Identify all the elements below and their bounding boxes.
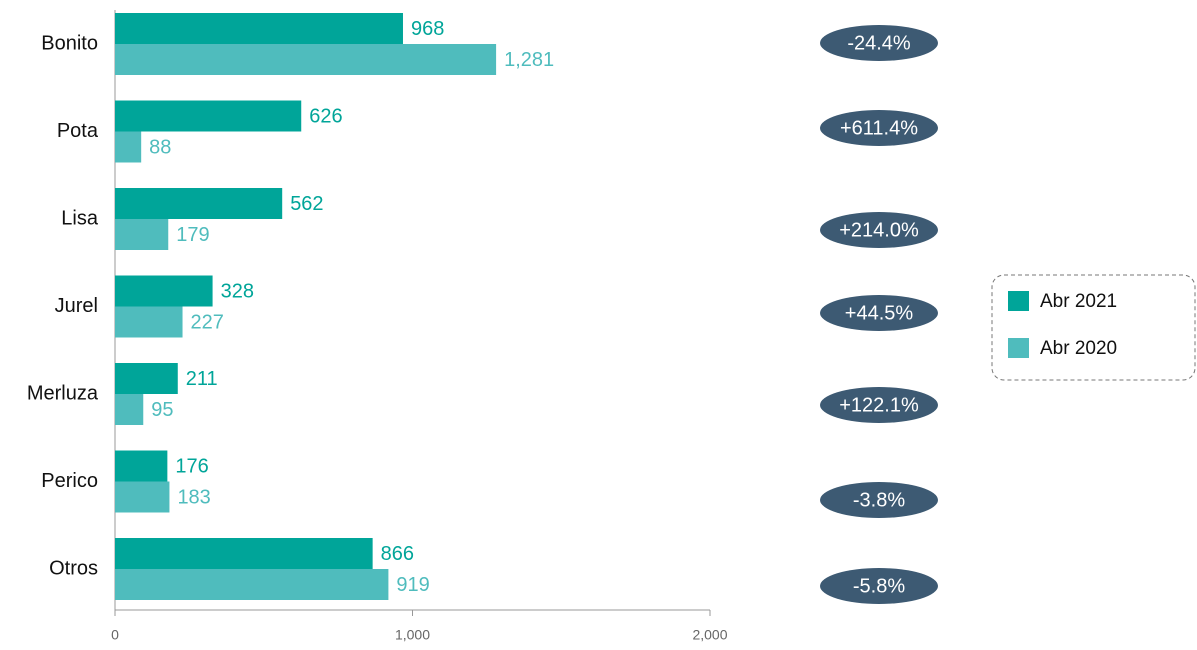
value-label: 866	[381, 543, 414, 565]
change-label: +44.5%	[845, 302, 914, 324]
category-label: Merluza	[27, 382, 99, 404]
x-tick-label: 2,000	[692, 627, 727, 643]
value-label: 968	[411, 18, 444, 40]
value-label: 919	[396, 574, 429, 596]
value-label: 1,281	[504, 49, 554, 71]
change-label: -5.8%	[853, 575, 905, 597]
change-badge	[820, 295, 938, 331]
value-label: 562	[290, 193, 323, 215]
value-label: 179	[176, 224, 209, 246]
x-tick-label: 1,000	[395, 627, 430, 643]
change-label: -3.8%	[853, 489, 905, 511]
bar	[115, 394, 144, 425]
bar	[115, 569, 389, 600]
bar	[115, 131, 142, 163]
category-label: Jurel	[55, 295, 98, 317]
legend-swatch	[1008, 338, 1029, 358]
category-label: Lisa	[61, 207, 99, 229]
change-label: +611.4%	[840, 117, 918, 139]
value-label: 211	[186, 368, 218, 390]
legend-label: Abr 2020	[1040, 338, 1117, 359]
bar	[115, 363, 178, 394]
value-label: 227	[191, 311, 224, 333]
value-label: 88	[149, 136, 171, 158]
change-badge	[820, 568, 938, 604]
change-badge	[820, 387, 938, 423]
value-label: 626	[309, 105, 342, 127]
bar	[115, 275, 213, 307]
category-label: Otros	[49, 557, 98, 579]
bar	[115, 481, 170, 513]
category-label: Perico	[41, 470, 98, 492]
bar	[115, 450, 168, 482]
value-label: 176	[175, 455, 208, 477]
value-label: 183	[177, 486, 210, 508]
bar	[115, 538, 373, 569]
change-badge	[820, 482, 938, 518]
value-label: 95	[151, 399, 173, 421]
legend-box	[991, 274, 1196, 381]
bar	[115, 306, 183, 338]
legend-swatch	[1008, 291, 1029, 311]
change-label: -24.4%	[847, 32, 911, 54]
x-tick-label: 0	[111, 627, 119, 643]
category-label: Bonito	[41, 32, 98, 54]
bar	[115, 13, 403, 44]
legend-label: Abr 2021	[1040, 291, 1117, 312]
change-badge	[820, 110, 938, 146]
change-label: +214.0%	[839, 219, 919, 241]
change-badge	[820, 212, 938, 248]
bar	[115, 100, 302, 132]
bar	[115, 219, 169, 250]
category-label: Pota	[57, 120, 99, 142]
change-badge	[820, 25, 938, 61]
value-label: 328	[221, 280, 254, 302]
bar	[115, 44, 497, 75]
bar	[115, 188, 283, 219]
change-label: +122.1%	[839, 394, 919, 416]
